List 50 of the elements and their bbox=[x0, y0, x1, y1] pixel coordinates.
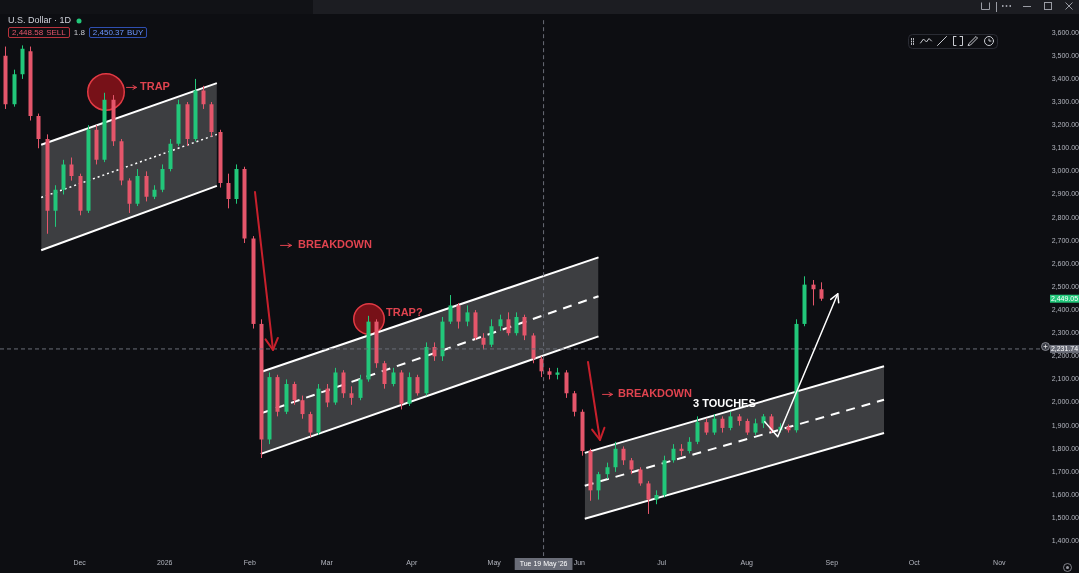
candlestick bbox=[201, 85, 206, 110]
candlestick bbox=[456, 302, 461, 330]
candlestick bbox=[564, 369, 569, 399]
candlestick bbox=[391, 367, 396, 387]
candlestick bbox=[819, 281, 824, 302]
annotation: SELL bbox=[46, 28, 66, 37]
candlestick bbox=[465, 304, 470, 327]
candlestick bbox=[144, 170, 149, 202]
candlestick bbox=[349, 385, 354, 406]
annotation: TRAP? bbox=[386, 306, 423, 319]
candlestick bbox=[671, 443, 676, 464]
candlestick bbox=[160, 163, 165, 193]
candlestick bbox=[308, 411, 313, 438]
candlestick bbox=[596, 471, 601, 501]
candlestick bbox=[127, 177, 132, 214]
candlestick bbox=[226, 173, 231, 209]
candlestick bbox=[646, 480, 651, 515]
candlestick bbox=[448, 294, 453, 325]
annotation: 2,448.58 bbox=[12, 28, 44, 37]
candlestick bbox=[36, 113, 41, 149]
candlestick bbox=[489, 318, 494, 348]
chart-title: U.S. Dollar · 1D bbox=[8, 15, 72, 26]
candlestick bbox=[638, 466, 643, 487]
candlestick bbox=[522, 314, 527, 341]
candlestick bbox=[613, 441, 618, 473]
candlestick bbox=[506, 311, 511, 336]
candlestick bbox=[572, 390, 577, 417]
candlestick bbox=[514, 311, 519, 336]
candlestick bbox=[769, 413, 774, 434]
candlestick bbox=[621, 445, 626, 466]
candlestick bbox=[292, 381, 297, 406]
annotation: TRAP bbox=[140, 80, 170, 93]
candlestick bbox=[341, 369, 346, 399]
candlestick bbox=[531, 332, 536, 364]
candlestick bbox=[415, 374, 420, 397]
annotation: 1.8 bbox=[73, 28, 85, 37]
candlestick bbox=[69, 157, 74, 182]
annotation: BREAKDOWN bbox=[298, 238, 372, 251]
candlestick bbox=[325, 383, 330, 408]
candlestick bbox=[53, 184, 58, 228]
candlestick bbox=[382, 360, 387, 390]
candlestick bbox=[300, 395, 305, 420]
candlestick bbox=[728, 411, 733, 431]
annotation: BUY bbox=[126, 28, 144, 37]
annotation: 2,450.37 bbox=[92, 28, 124, 37]
candlestick bbox=[695, 415, 700, 445]
candlestick bbox=[358, 374, 363, 401]
annotation: 3 TOUCHES bbox=[693, 397, 756, 410]
candlestick bbox=[712, 413, 717, 436]
annotation: BREAKDOWN bbox=[618, 387, 692, 400]
